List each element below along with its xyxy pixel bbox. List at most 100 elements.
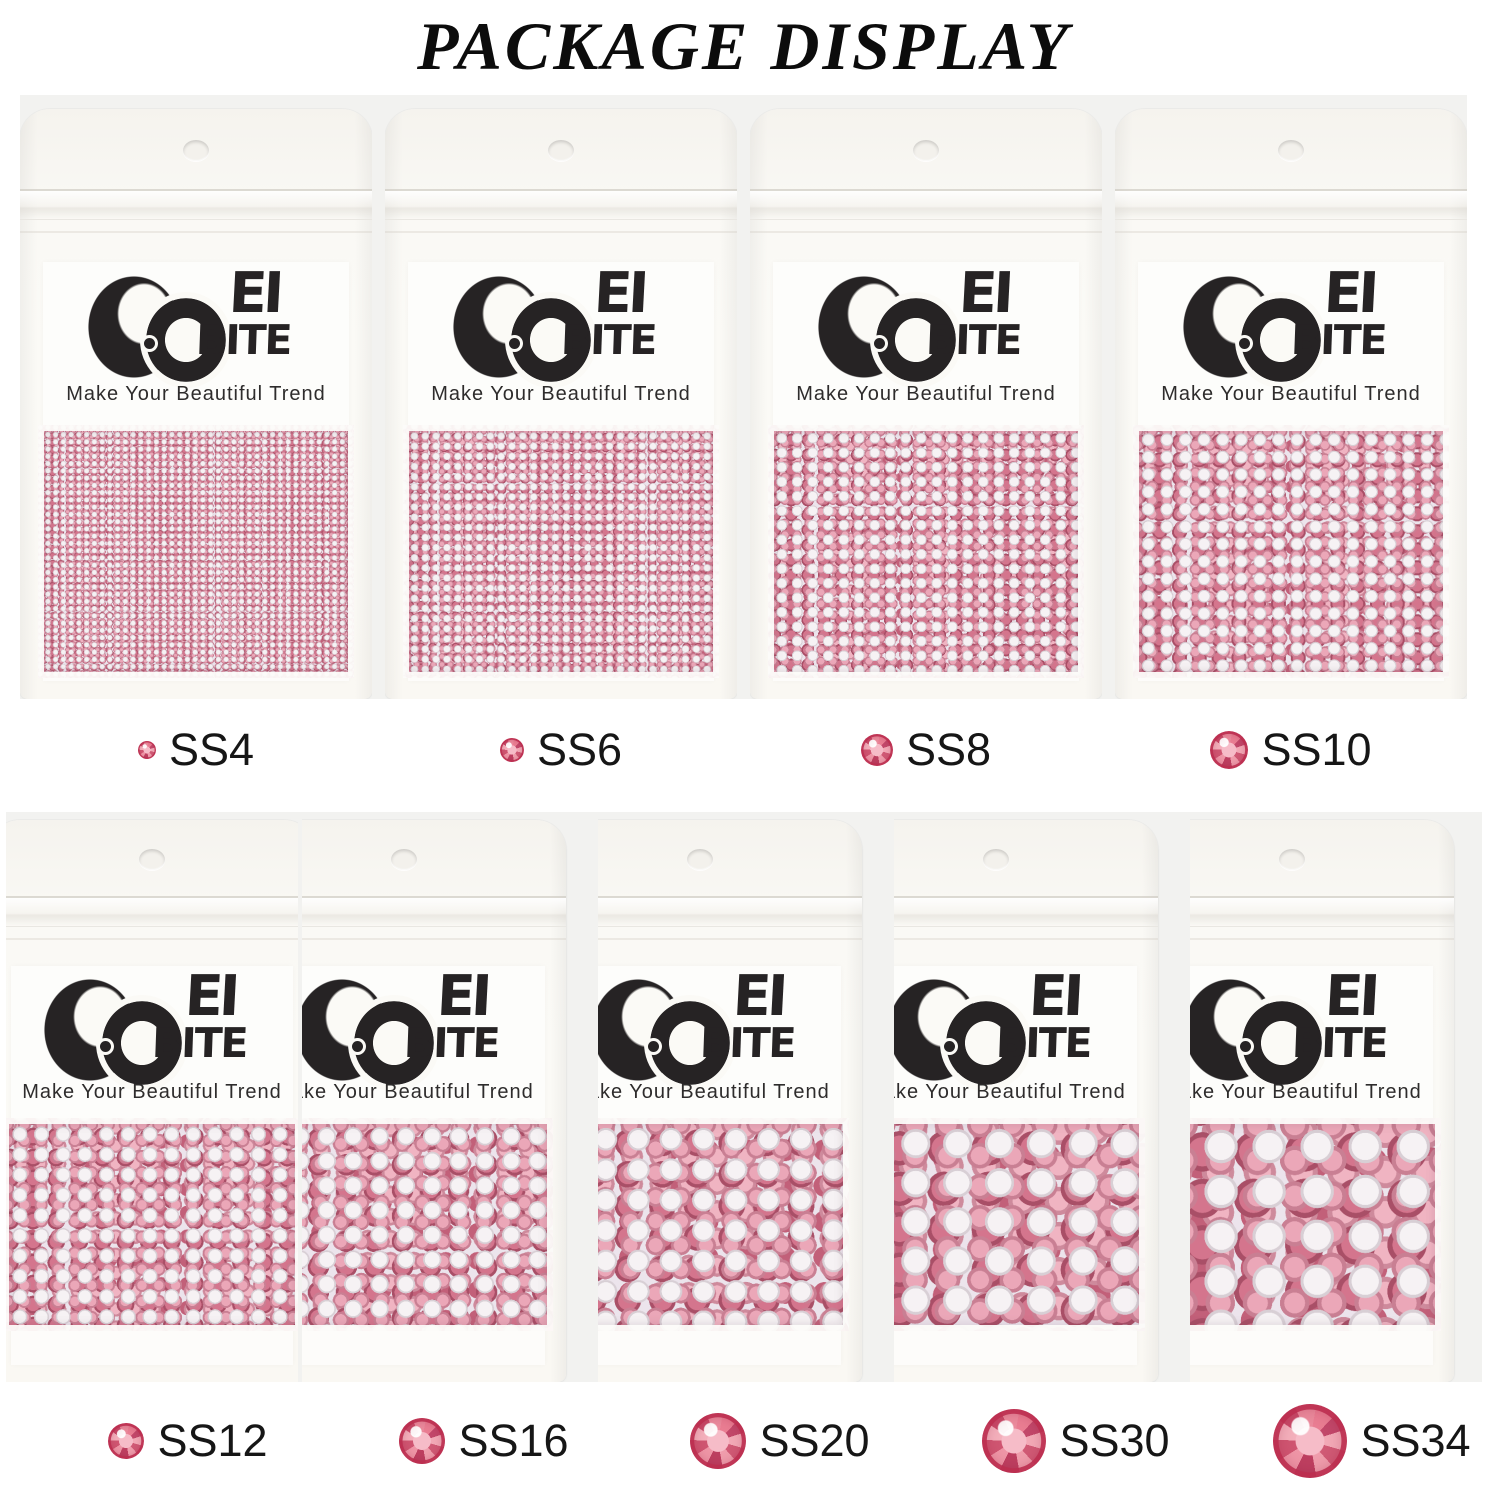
brand-logo: EI BITE (598, 964, 795, 1089)
logo-dot-icon (100, 1041, 111, 1053)
zip-seal (20, 188, 372, 233)
package-cell: EI BITE Make Your Beautiful Trend (20, 95, 372, 699)
logo-text-bite: BITE (1290, 1019, 1387, 1068)
rhinestone-bag: EI BITE Make Your Beautiful Trend (1115, 109, 1467, 699)
logo-text-bite: BITE (994, 1019, 1091, 1068)
crystal-window (37, 424, 355, 679)
brand-logo: EI BITE (1183, 261, 1386, 386)
size-label-text: SS6 (536, 724, 623, 775)
size-label: SS30 (930, 1388, 1222, 1494)
zip-seal (302, 895, 566, 940)
logo-ring-icon (1241, 298, 1321, 383)
page-title: PACKAGE DISPLAY (417, 7, 1071, 84)
rhinestone-icon (982, 1409, 1047, 1473)
crystal-window (6, 1117, 298, 1332)
size-label: SS20 (634, 1388, 926, 1494)
brand-logo: EI BITE (1190, 964, 1387, 1089)
logo-text-ei: EI (435, 964, 490, 1030)
hang-hole (1278, 139, 1304, 161)
size-label-text: SS30 (1059, 1415, 1170, 1466)
logo-dot-icon (874, 338, 885, 350)
logo-text-ei: EI (1323, 964, 1378, 1030)
brand-tagline: Make Your Beautiful Trend (1190, 1081, 1422, 1104)
rhinestone-icon (860, 734, 893, 766)
logo-text-ei: EI (592, 261, 647, 327)
package-cell: EI BITE Make Your Beautiful Trend (598, 812, 890, 1382)
zip-seal (6, 895, 298, 940)
hang-hole (548, 139, 574, 161)
size-label: SS8 (750, 700, 1102, 800)
brand-tagline: Make Your Beautiful Trend (431, 383, 691, 406)
logo-ring-icon (354, 1001, 434, 1086)
crystal-window (767, 424, 1085, 679)
rhinestone-icon (1210, 731, 1249, 769)
size-label-text: SS12 (157, 1415, 268, 1466)
logo-text-bite: BITE (150, 1019, 247, 1068)
crystal-window (1190, 1117, 1442, 1332)
logo-text-bite: BITE (924, 316, 1021, 365)
package-row-top: EI BITE Make Your Beautiful Trend EI BIT… (20, 95, 1467, 699)
brand-logo: EI BITE (88, 261, 291, 386)
rhinestone-bag: EI BITE Make Your Beautiful Trend (598, 820, 862, 1382)
rhinestone-icon (1273, 1404, 1348, 1478)
logo-dot-icon (509, 338, 520, 350)
logo-dot-icon (1239, 338, 1250, 350)
logo-text-ei: EI (227, 261, 282, 327)
zip-seal (385, 188, 737, 233)
logo-dot-icon (648, 1041, 659, 1053)
package-cell: EI BITE Make Your Beautiful Trend (302, 812, 594, 1382)
package-cell: EI BITE Make Your Beautiful Trend (1115, 95, 1467, 699)
logo-ring-icon (1242, 1001, 1322, 1086)
zip-seal (598, 895, 862, 940)
size-label: SS4 (20, 700, 372, 800)
size-label: SS10 (1115, 700, 1467, 800)
logo-text-ei: EI (731, 964, 786, 1030)
rhinestone-bag: EI BITE Make Your Beautiful Trend (6, 820, 298, 1382)
logo-ring-icon (146, 298, 226, 383)
zip-seal (1190, 895, 1454, 940)
crystal-window (1132, 424, 1450, 679)
rhinestone-bag: EI BITE Make Your Beautiful Trend (302, 820, 566, 1382)
rhinestone-bag: EI BITE Make Your Beautiful Trend (894, 820, 1158, 1382)
rhinestone-icon (499, 738, 524, 762)
size-label: SS6 (385, 700, 737, 800)
package-cell: EI BITE Make Your Beautiful Trend (894, 812, 1186, 1382)
size-label-text: SS10 (1261, 724, 1372, 775)
rhinestone-icon (690, 1413, 747, 1469)
hang-hole (1279, 849, 1305, 871)
logo-text-bite: BITE (698, 1019, 795, 1068)
logo-ring-icon (876, 298, 956, 383)
logo-text-ei: EI (183, 964, 238, 1030)
hang-hole (983, 849, 1009, 871)
brand-tagline: Make Your Beautiful Trend (1161, 383, 1421, 406)
logo-text-ei: EI (957, 261, 1012, 327)
rhinestone-icon (137, 741, 156, 759)
logo-dot-icon (144, 338, 155, 350)
logo-text-bite: BITE (402, 1019, 499, 1068)
logo-text-bite: BITE (559, 316, 656, 365)
zip-seal (750, 188, 1102, 233)
crystal-window (402, 424, 720, 679)
rhinestone-icon (399, 1418, 446, 1464)
brand-tagline: Make Your Beautiful Trend (66, 383, 326, 406)
logo-text-ei: EI (1322, 261, 1377, 327)
hang-hole (913, 139, 939, 161)
logo-ring-icon (511, 298, 591, 383)
brand-tagline: Make Your Beautiful Trend (302, 1081, 534, 1104)
rhinestone-bag: EI BITE Make Your Beautiful Trend (750, 109, 1102, 699)
rhinestone-bag: EI BITE Make Your Beautiful Trend (385, 109, 737, 699)
brand-logo: EI BITE (302, 964, 499, 1089)
hang-hole (139, 849, 165, 871)
size-labels-top: SS4 SS6 SS8 SS10 (20, 700, 1467, 800)
size-label-text: SS34 (1360, 1415, 1471, 1466)
brand-tagline: Make Your Beautiful Trend (598, 1081, 830, 1104)
logo-text-bite: BITE (1289, 316, 1386, 365)
package-cell: EI BITE Make Your Beautiful Trend (385, 95, 737, 699)
size-labels-bottom: SS12 SS16 SS20 SS30 SS34 (6, 1388, 1482, 1494)
package-row-bottom: EI BITE Make Your Beautiful Trend EI BIT… (6, 812, 1482, 1382)
brand-tagline: Make Your Beautiful Trend (894, 1081, 1126, 1104)
rhinestone-bag: EI BITE Make Your Beautiful Trend (20, 109, 372, 699)
logo-ring-icon (102, 1001, 182, 1086)
package-cell: EI BITE Make Your Beautiful Trend (6, 812, 298, 1382)
